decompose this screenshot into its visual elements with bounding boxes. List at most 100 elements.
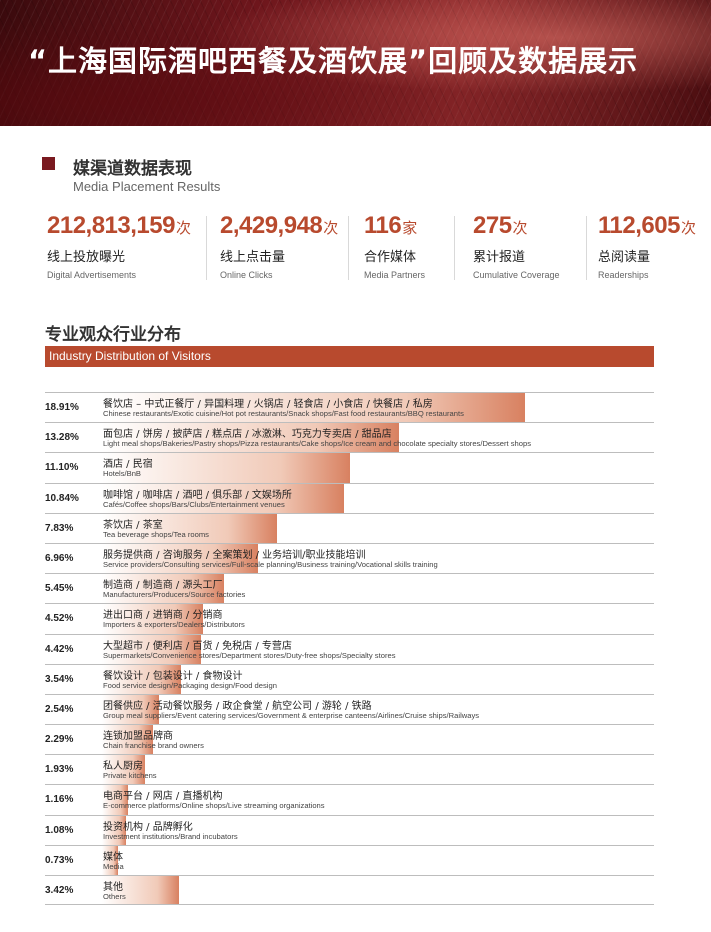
table-row: 7.83% 茶饮店 / 茶室 Tea beverage shops/Tea room… xyxy=(45,512,654,543)
percentage-bar xyxy=(102,604,204,634)
table-row: 6.96% 服务提供商 / 咨询服务 / 全案策划 / 业务培训/职业技能培训 Se… xyxy=(45,542,654,574)
row-category-cn: 制造商 / 制造商 / 源头工厂 xyxy=(103,580,223,592)
table-row: 3.54% 餐饮设计 / 包装设计 / 食物设计 Food service desi… xyxy=(45,663,654,694)
stat-value: 2,429,948次 xyxy=(220,212,338,239)
percentage-bar xyxy=(102,634,201,664)
row-category-cn: 酒店 / 民宿 xyxy=(103,459,153,471)
row-category-en: Chinese restaurants/Exotic cuisine/Hot p… xyxy=(103,409,464,418)
row-category-cn: 其他 xyxy=(103,882,123,893)
table-row: 18.91% 餐饮店 – 中式正餐厅 / 异国料理 / 火锅店 / 轻食店 / 小… xyxy=(45,392,654,423)
stat-label: 线上点击量 xyxy=(220,250,286,265)
page-title: “上海国际酒吧西餐及酒饮展”回顾及数据展示 xyxy=(28,44,639,78)
row-percentage: 2.29% xyxy=(45,734,74,746)
row-category-cn: 服务提供商 / 咨询服务 / 全案策划 / 业务培训/职业技能培训 xyxy=(103,549,366,561)
row-percentage: 13.28% xyxy=(45,432,79,444)
stat-label-en: Readerships xyxy=(598,270,649,280)
stat-label: 合作媒体 xyxy=(364,250,417,265)
stat-label: 累计报道 xyxy=(473,250,526,265)
percentage-bar xyxy=(102,453,351,483)
row-percentage: 10.84% xyxy=(45,492,79,504)
row-category-en: Service providers/Consulting services/Fu… xyxy=(103,559,438,569)
row-percentage: 3.42% xyxy=(45,885,74,896)
row-percentage: 5.45% xyxy=(45,583,74,595)
row-category-cn: 电商平台 / 网店 / 直播机构 xyxy=(103,791,223,803)
row-category-en: Media xyxy=(103,861,124,871)
stat-media-partners: 116家 合作媒体 Media Partners xyxy=(364,212,425,288)
row-category-en: Others xyxy=(103,892,126,901)
table-row: 2.54% 团餐供应 / 活动餐饮服务 / 政企食堂 / 航空公司 / 游轮 / … xyxy=(45,693,654,725)
table-row: 4.52% 进出口商 / 进销商 / 分销商 Importers & exporte… xyxy=(45,603,654,634)
stat-digital-ads: 212,813,159次 线上投放曝光 Digital Advertisemen… xyxy=(47,212,191,288)
percentage-bar xyxy=(102,876,179,905)
row-category-cn: 团餐供应 / 活动餐饮服务 / 政企食堂 / 航空公司 / 游轮 / 铁路 xyxy=(103,700,372,712)
table-row: 4.42% 大型超市 / 便利店 / 百货 / 免税店 / 专营店 Supermar… xyxy=(45,633,654,664)
row-category-cn: 私人厨房 xyxy=(103,761,143,773)
row-category-en: Manufacturers/Producers/Source factories xyxy=(103,590,246,600)
stat-label-en: Online Clicks xyxy=(220,270,273,280)
percentage-bar xyxy=(102,574,224,604)
industry-section-title: 专业观众行业分布 xyxy=(45,325,181,345)
row-category-en: Private kitchens xyxy=(103,771,157,781)
stat-divider xyxy=(348,216,349,280)
row-category-en: Light meal shops/Bakeries/Pastry shops/P… xyxy=(103,439,531,449)
header-banner: “上海国际酒吧西餐及酒饮展”回顾及数据展示 xyxy=(0,0,711,126)
percentage-bar xyxy=(102,483,345,513)
stat-label-en: Media Partners xyxy=(364,270,426,280)
row-category-cn: 餐饮店 – 中式正餐厅 / 异国料理 / 火锅店 / 轻食店 / 小食店 / 快… xyxy=(103,399,433,410)
table-row: 5.45% 制造商 / 制造商 / 源头工厂 Manufacturers/Produ… xyxy=(45,573,654,604)
stat-label-en: Cumulative Coverage xyxy=(473,270,560,280)
row-category-cn: 大型超市 / 便利店 / 百货 / 免税店 / 专营店 xyxy=(103,640,292,652)
stat-label-en: Digital Advertisements xyxy=(47,270,137,280)
percentage-bar xyxy=(102,513,278,543)
row-percentage: 1.08% xyxy=(45,824,74,836)
row-percentage: 6.96% xyxy=(45,552,74,564)
row-category-en: Investment institutions/Brand incubators xyxy=(103,831,238,841)
percentage-bar xyxy=(102,725,154,755)
table-row: 13.28% 面包店 / 饼房 / 披萨店 / 糕点店 / 冰激淋、巧克力专卖店 … xyxy=(45,422,654,453)
stat-value: 112,605次 xyxy=(598,212,696,239)
table-row: 0.73% 媒体 Media xyxy=(45,844,654,875)
percentage-bar xyxy=(102,543,258,574)
row-category-en: Chain franchise brand owners xyxy=(103,741,204,751)
row-category-en: Cafés/Coffee shops/Bars/Clubs/Entertainm… xyxy=(103,499,285,509)
row-category-en: Tea beverage shops/Tea rooms xyxy=(103,529,209,539)
percentage-bar xyxy=(102,785,128,815)
row-category-en: E-commerce platforms/Online shops/Live s… xyxy=(103,801,325,811)
percentage-bar xyxy=(102,423,400,453)
media-stats: 212,813,159次 线上投放曝光 Digital Advertisemen… xyxy=(0,212,711,288)
percentage-bar xyxy=(102,755,146,785)
percentage-bar xyxy=(102,845,119,875)
row-percentage: 7.83% xyxy=(45,522,74,534)
stat-readerships: 112,605次 总阅读量 Readerships xyxy=(598,212,696,288)
row-percentage: 4.52% xyxy=(45,613,74,625)
stat-label: 线上投放曝光 xyxy=(47,250,126,265)
industry-distribution-table: 18.91% 餐饮店 – 中式正餐厅 / 异国料理 / 火锅店 / 轻食店 / 小… xyxy=(45,392,654,906)
table-row: 2.29% 连锁加盟品牌商 Chain franchise brand owners xyxy=(45,724,654,755)
row-percentage: 4.42% xyxy=(45,643,74,655)
stat-value: 212,813,159次 xyxy=(47,212,191,239)
row-category-en: Importers & exporters/Dealers/Distributo… xyxy=(103,620,245,630)
row-category-cn: 茶饮店 / 茶室 xyxy=(103,519,163,531)
row-percentage: 18.91% xyxy=(45,402,79,413)
industry-banner-label: Industry Distribution of Visitors xyxy=(49,349,211,363)
table-row: 3.42% 其他 Others xyxy=(45,875,654,906)
table-row: 10.84% 咖啡馆 / 咖啡店 / 酒吧 / 俱乐部 / 文娱场所 Cafés/C… xyxy=(45,482,654,513)
table-row: 1.08% 投资机构 / 品牌孵化 Investment institutions/… xyxy=(45,814,654,845)
table-row: 11.10% 酒店 / 民宿 Hotels/BnB xyxy=(45,452,654,483)
table-row: 1.16% 电商平台 / 网店 / 直播机构 E-commerce platform… xyxy=(45,784,654,815)
media-section-title: 媒渠道数据表现 xyxy=(73,159,192,179)
row-percentage: 11.10% xyxy=(45,462,79,474)
row-category-cn: 投资机构 / 品牌孵化 xyxy=(103,821,193,833)
row-category-en: Food service design/Packaging design/Foo… xyxy=(103,680,277,690)
section-marker xyxy=(42,157,55,170)
stat-value: 116家 xyxy=(364,212,417,239)
row-percentage: 1.93% xyxy=(45,764,74,776)
stat-divider xyxy=(454,216,455,280)
stat-label: 总阅读量 xyxy=(598,250,651,265)
row-percentage: 2.54% xyxy=(45,703,74,715)
percentage-bar xyxy=(102,664,182,694)
row-percentage: 3.54% xyxy=(45,673,74,685)
row-category-cn: 连锁加盟品牌商 xyxy=(103,731,173,743)
stat-divider xyxy=(206,216,207,280)
stat-divider xyxy=(586,216,587,280)
